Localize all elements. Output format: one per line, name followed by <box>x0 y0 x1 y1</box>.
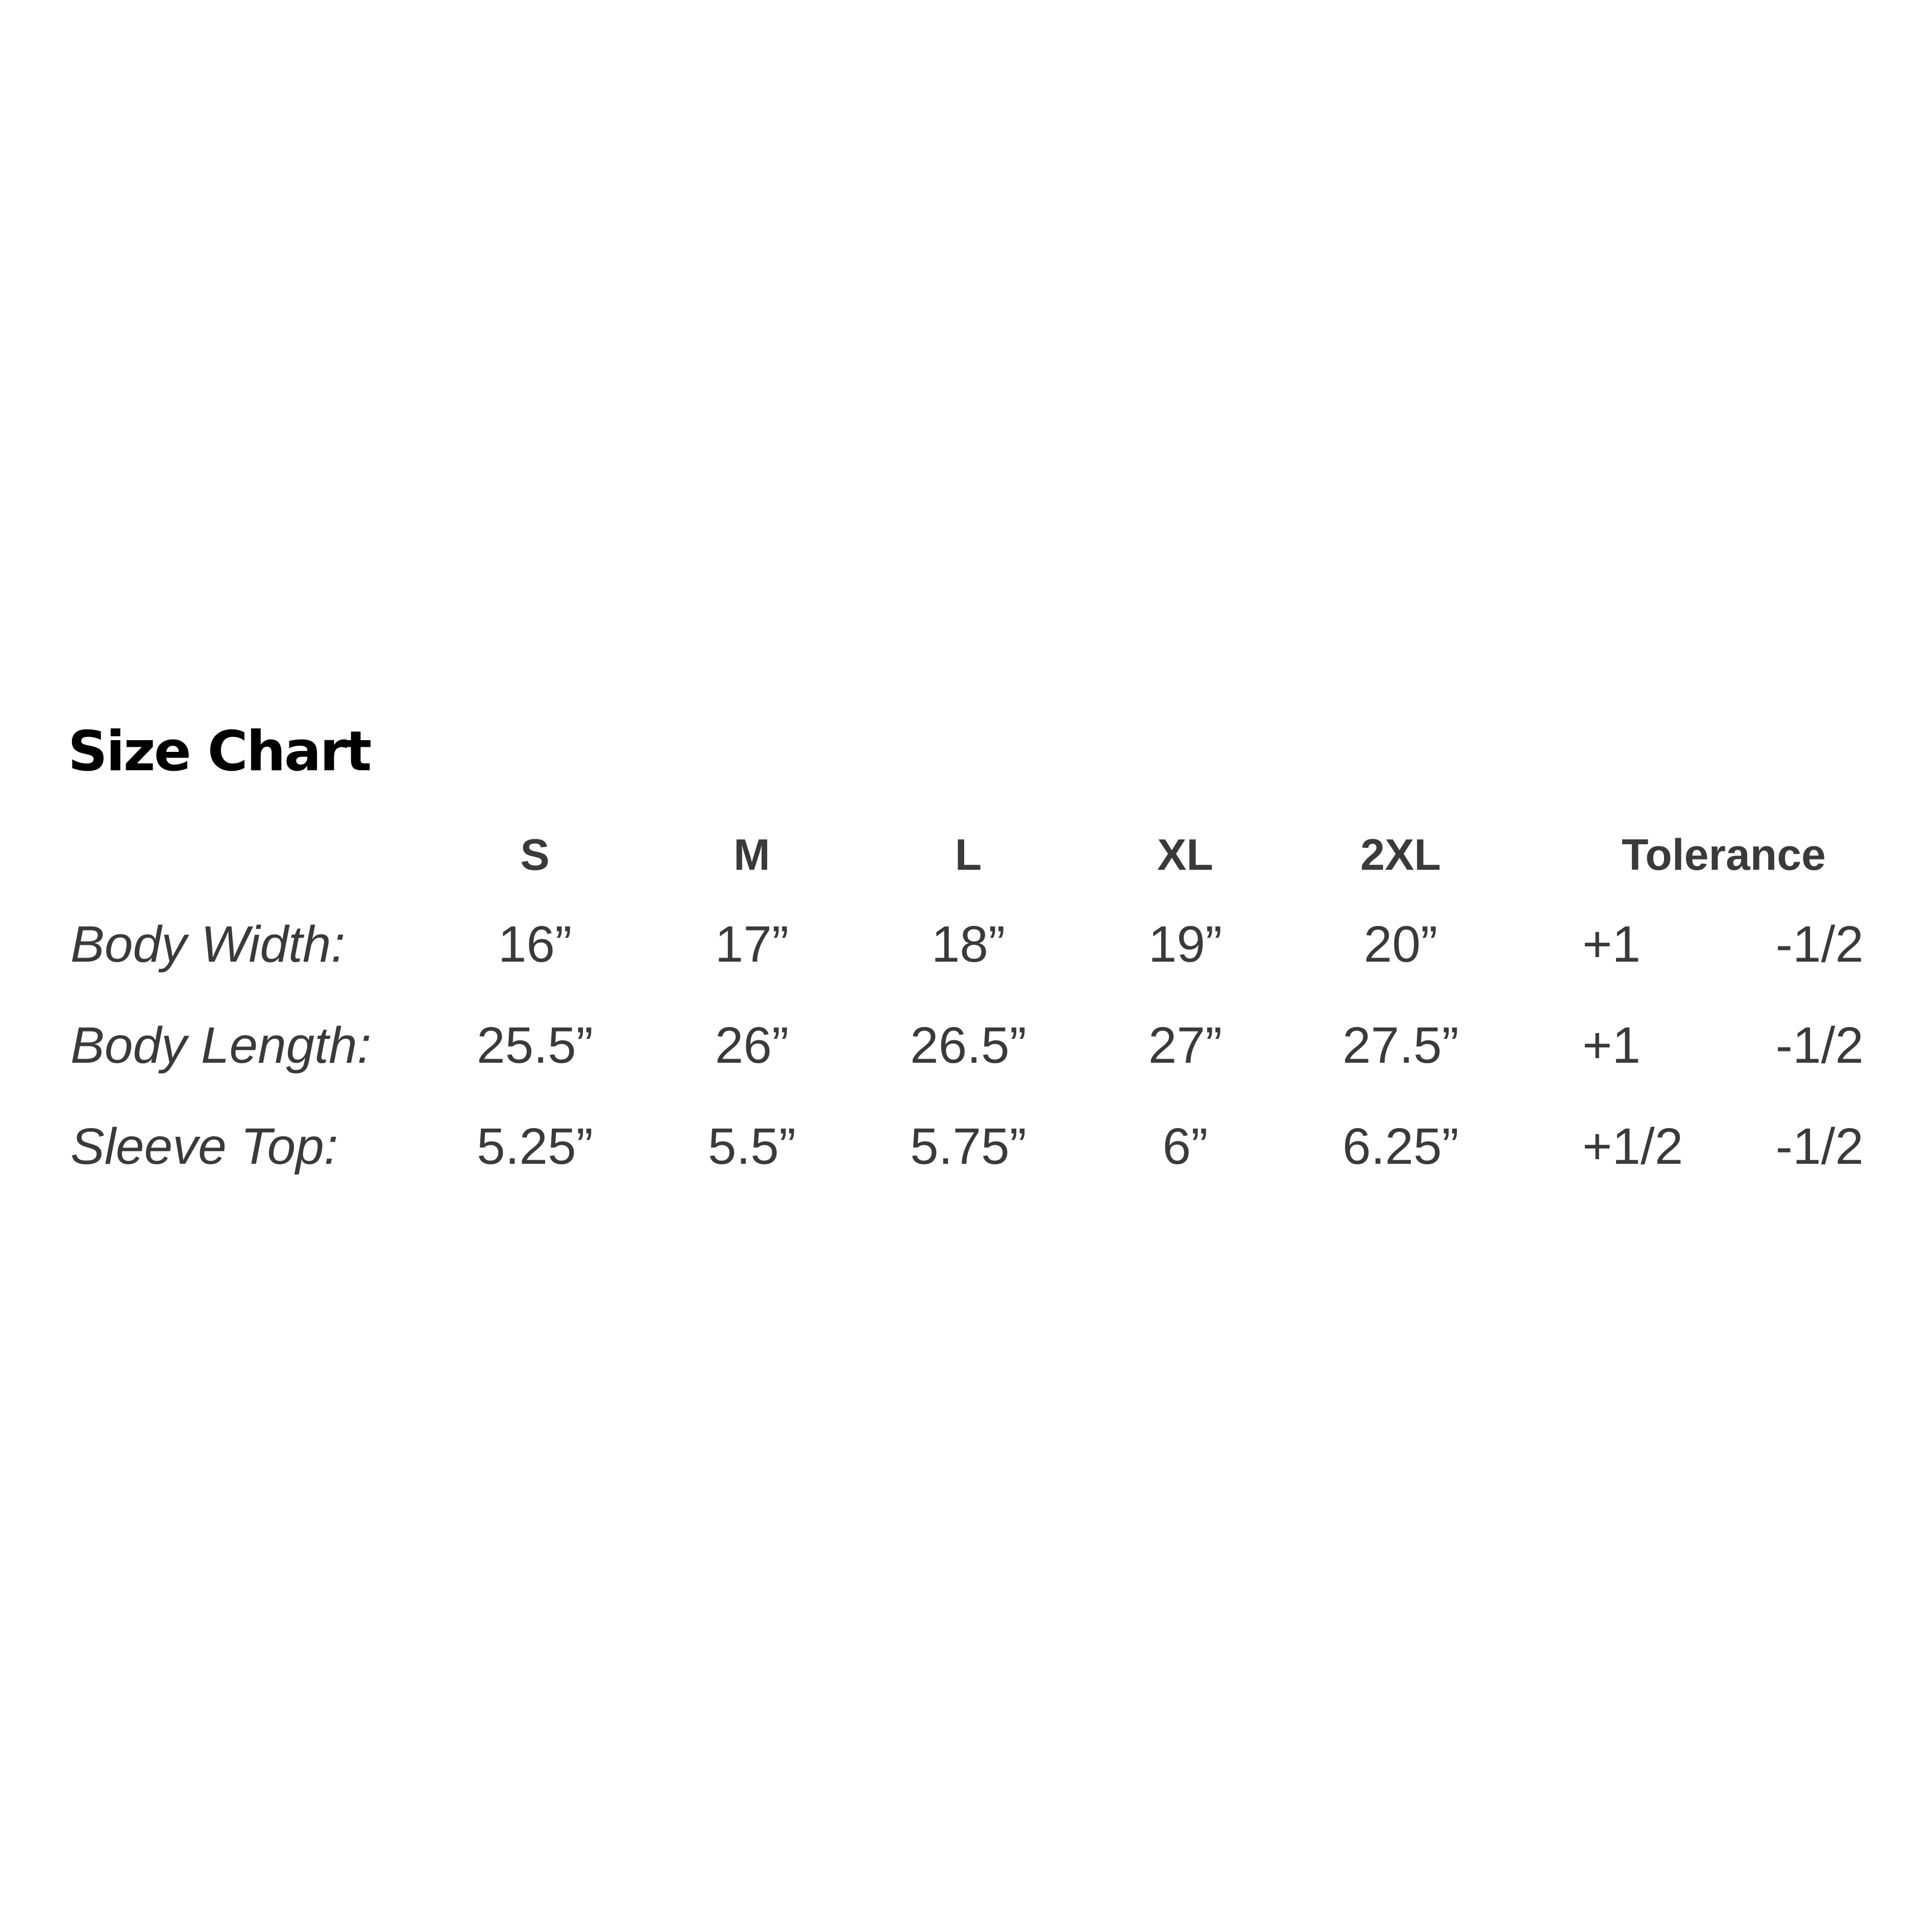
measurement-cell: 17” <box>715 916 789 973</box>
page-title: Size Chart <box>68 720 372 784</box>
measurement-cell: 19” <box>1148 916 1222 973</box>
column-header-l: L <box>955 830 982 879</box>
column-header-xl: XL <box>1157 830 1213 879</box>
measurement-cell: 27” <box>1148 1017 1222 1074</box>
tolerance-plus: +1 <box>1582 1017 1641 1074</box>
measurement-cell: 16” <box>498 916 572 973</box>
column-header-s: S <box>520 830 550 879</box>
measurement-cell: 5.5” <box>707 1118 796 1175</box>
column-header-2xl: 2XL <box>1360 830 1441 879</box>
tolerance-minus: -1/2 <box>1775 1118 1864 1175</box>
column-header-tolerance: Tolerance <box>1622 830 1826 879</box>
column-header-m: M <box>733 830 770 879</box>
tolerance-minus: -1/2 <box>1775 916 1864 973</box>
measurement-cell: 5.25” <box>477 1118 593 1175</box>
tolerance-minus: -1/2 <box>1775 1017 1864 1074</box>
measurement-cell: 6.25” <box>1342 1118 1459 1175</box>
measurement-cell: 6” <box>1162 1118 1208 1175</box>
tolerance-plus: +1/2 <box>1582 1118 1683 1175</box>
measurement-cell: 18” <box>931 916 1006 973</box>
tolerance-plus: +1 <box>1582 916 1641 973</box>
measurement-cell: 27.5” <box>1342 1017 1459 1074</box>
row-label: Body Width: <box>70 916 346 973</box>
row-label: Sleeve Top: <box>70 1118 338 1175</box>
measurement-cell: 5.75” <box>910 1118 1026 1175</box>
measurement-cell: 26” <box>715 1017 789 1074</box>
row-label: Body Length: <box>70 1017 372 1074</box>
measurement-cell: 26.5” <box>910 1017 1026 1074</box>
measurement-cell: 25.5” <box>477 1017 593 1074</box>
measurement-cell: 20” <box>1363 916 1438 973</box>
